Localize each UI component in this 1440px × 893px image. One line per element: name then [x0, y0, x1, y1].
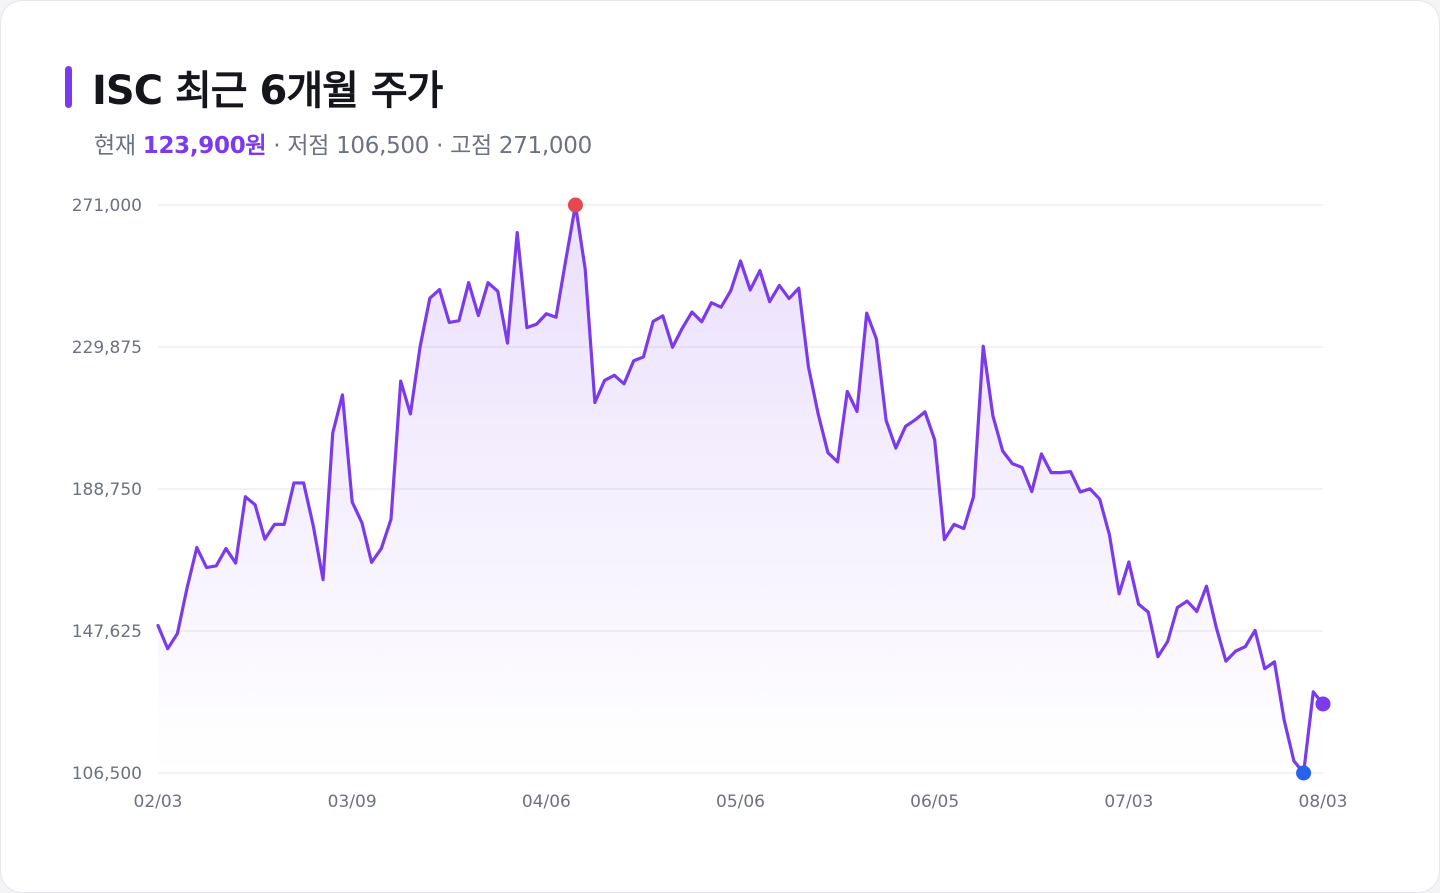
y-tick-label: 229,875 [72, 338, 142, 358]
high-label: 고점 [450, 133, 492, 159]
current-point-marker [1315, 696, 1331, 712]
x-tick-label: 06/05 [910, 792, 959, 812]
high-point-marker [567, 197, 583, 213]
y-tick-label: 147,625 [72, 622, 142, 642]
low-point-marker [1296, 765, 1312, 781]
low-price: 106,500 [336, 133, 430, 159]
area-fill [158, 205, 1323, 773]
y-tick-label: 106,500 [72, 764, 142, 784]
y-tick-label: 188,750 [72, 480, 142, 500]
price-summary: 현재 123,900원 · 저점 106,500 · 고점 271,000 [94, 126, 592, 160]
low-label: 저점 [287, 133, 330, 159]
x-tick-label: 02/03 [134, 792, 183, 812]
current-price: 123,900원 [142, 133, 267, 159]
current-label: 현재 [94, 133, 136, 159]
x-tick-label: 07/03 [1104, 792, 1153, 812]
price-line [156, 203, 1325, 775]
separator: · [429, 133, 451, 159]
separator: · [266, 133, 288, 159]
high-price: 271,000 [498, 133, 592, 159]
title-row: ISC 최근 6개월 주가 [65, 63, 443, 114]
y-tick-label: 271,000 [72, 196, 142, 216]
x-tick-label: 03/09 [328, 792, 377, 812]
x-tick-label: 04/06 [522, 792, 571, 812]
x-tick-label: 08/03 [1299, 792, 1348, 812]
chart-title: ISC 최근 6개월 주가 [92, 68, 443, 114]
x-tick-label: 05/06 [716, 792, 765, 812]
title-accent-bar [65, 66, 72, 108]
